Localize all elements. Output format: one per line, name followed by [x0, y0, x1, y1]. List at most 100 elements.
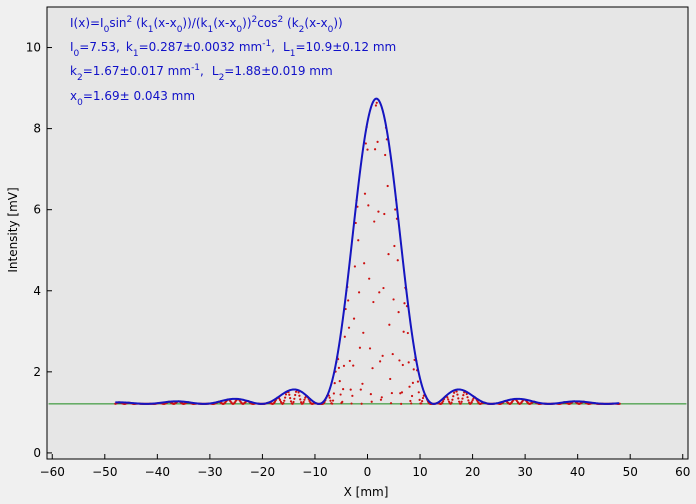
data-point	[361, 382, 364, 385]
data-point	[289, 397, 292, 400]
y-tick-label: 0	[33, 446, 41, 460]
data-point	[409, 399, 412, 403]
data-point	[375, 101, 378, 104]
data-point	[350, 402, 353, 405]
data-point	[421, 400, 424, 403]
x-tick-label: 40	[570, 465, 585, 479]
data-point	[294, 393, 297, 397]
x-tick-label: 20	[465, 465, 480, 479]
y-tick-label: 8	[33, 122, 41, 136]
data-point	[450, 401, 453, 404]
data-point	[388, 323, 391, 326]
data-point	[411, 381, 414, 384]
data-point	[329, 399, 332, 402]
data-point	[292, 400, 295, 404]
data-point	[338, 380, 341, 383]
data-point	[393, 244, 396, 248]
data-point	[459, 402, 462, 405]
y-tick-label: 6	[33, 203, 41, 217]
data-point	[373, 148, 377, 151]
data-point	[374, 104, 378, 107]
data-point	[466, 396, 469, 399]
y-axis-title: Intensity [mV]	[6, 187, 20, 272]
data-point	[462, 394, 465, 397]
fit-params-line-1: I0=7.53, k1=0.287±0.0032 mm-1, L1=10.9±0.1…	[70, 39, 396, 59]
data-point	[417, 391, 420, 394]
x-tick-label: −60	[40, 465, 65, 479]
data-point	[357, 291, 361, 294]
data-point	[401, 363, 404, 367]
data-point	[456, 393, 459, 396]
data-point	[297, 391, 300, 394]
data-point	[460, 400, 463, 403]
data-point	[367, 204, 370, 207]
data-point	[360, 402, 363, 405]
x-tick-label: 50	[623, 465, 638, 479]
data-point	[291, 402, 294, 405]
data-point	[288, 393, 291, 396]
data-point	[452, 395, 455, 398]
y-tick-label: 2	[33, 365, 41, 379]
data-point	[368, 277, 371, 280]
data-point	[284, 396, 287, 399]
data-point	[421, 396, 425, 400]
data-point	[331, 402, 334, 405]
data-point	[408, 385, 411, 388]
fit-formula: I(x)=I0sin2 (k1(x-x0))/(k1(x-x0))2cos2 (…	[70, 15, 343, 35]
data-point	[347, 299, 350, 302]
data-point	[465, 392, 468, 396]
data-point	[308, 399, 311, 402]
data-point	[377, 210, 380, 213]
x-tick-label: 10	[412, 465, 427, 479]
x-tick-label: −10	[302, 465, 327, 479]
x-tick-label: −40	[145, 465, 170, 479]
data-point	[379, 398, 383, 401]
data-point	[379, 360, 382, 363]
data-point	[389, 402, 393, 405]
data-point	[369, 392, 372, 396]
data-point	[294, 390, 298, 393]
data-point	[339, 393, 342, 396]
data-point	[400, 391, 404, 394]
data-point	[347, 326, 351, 329]
data-point	[467, 399, 470, 402]
fit-params-line-3: x0=1.69± 0.043 mm	[70, 89, 195, 108]
data-point	[376, 140, 379, 143]
data-point	[342, 388, 345, 391]
data-point	[396, 259, 399, 262]
data-point	[289, 400, 293, 403]
data-point	[457, 397, 460, 400]
data-point	[342, 364, 346, 367]
data-point	[357, 239, 360, 242]
data-point	[392, 298, 395, 301]
data-point	[420, 402, 423, 405]
data-point	[382, 286, 385, 290]
x-tick-label: 60	[675, 465, 690, 479]
data-point	[331, 399, 335, 402]
data-point	[368, 347, 372, 350]
data-point	[384, 153, 387, 157]
data-point	[370, 400, 373, 403]
data-point	[452, 391, 456, 394]
data-point	[416, 380, 420, 383]
data-point	[398, 359, 401, 362]
data-point	[341, 400, 344, 403]
data-point	[391, 352, 394, 356]
data-point	[410, 394, 414, 398]
data-point	[284, 393, 288, 396]
data-point	[451, 398, 454, 401]
data-point	[364, 142, 367, 145]
data-point	[332, 392, 335, 395]
data-point	[394, 208, 397, 211]
data-point	[447, 400, 451, 403]
data-point	[373, 220, 376, 223]
data-point	[406, 331, 409, 335]
data-point	[371, 367, 374, 370]
data-point	[418, 398, 421, 401]
data-point	[471, 399, 474, 402]
data-point	[358, 346, 362, 349]
x-axis-title: X [mm]	[344, 485, 389, 499]
data-point	[470, 401, 473, 404]
data-point	[363, 192, 367, 195]
